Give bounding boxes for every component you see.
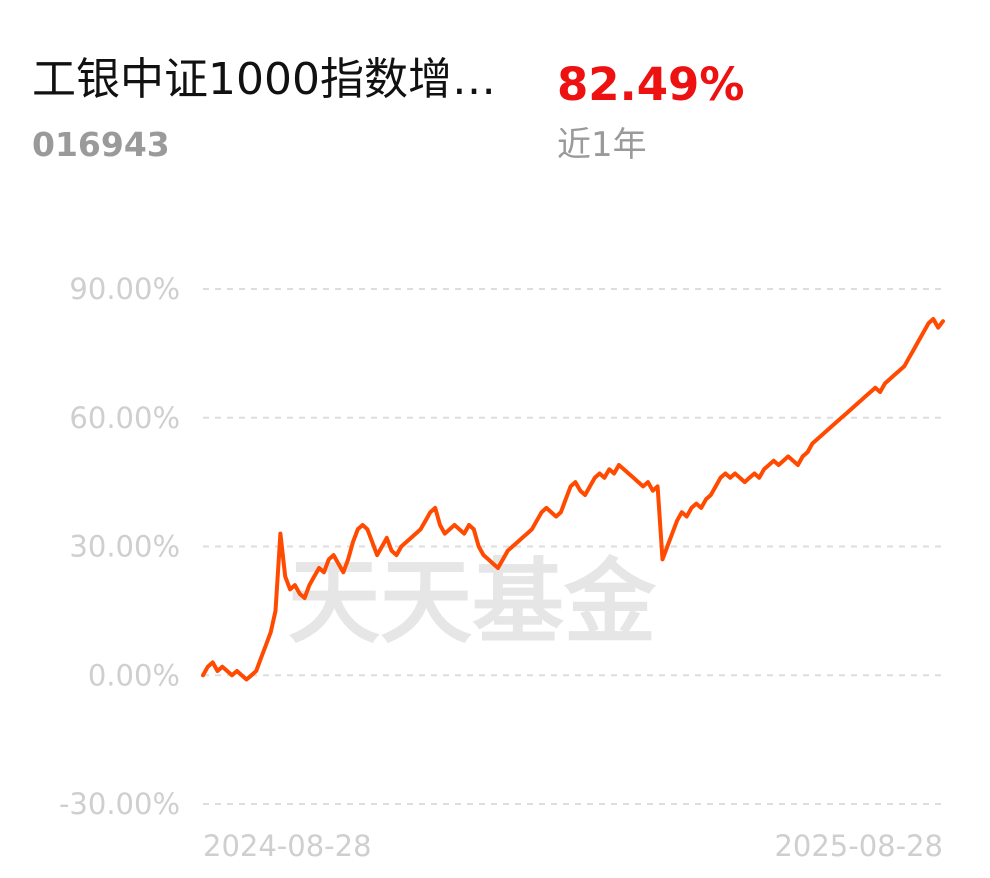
y-axis-ticks: 90.00% 60.00% 30.00% 0.00% -30.00% (59, 272, 180, 821)
x-tick-label: 2025-08-28 (774, 829, 943, 863)
series-line (201, 317, 945, 682)
return-value: 82.49% (557, 58, 745, 111)
watermark: 天天基金 (288, 549, 657, 656)
fund-code: 016943 (32, 125, 170, 164)
y-tick-label: -30.00% (59, 787, 180, 821)
y-tick-label: 0.00% (88, 658, 180, 692)
x-axis-ticks: 2024-08-28 2025-08-28 (203, 829, 943, 863)
y-tick-label: 60.00% (69, 401, 180, 435)
y-tick-label: 30.00% (69, 530, 180, 564)
series-group (201, 317, 945, 682)
return-period: 近1年 (557, 125, 647, 165)
fund-name: 工银中证1000指数增… (32, 54, 496, 105)
x-tick-label: 2024-08-28 (203, 829, 372, 863)
y-tick-label: 90.00% (69, 272, 180, 306)
grid (203, 288, 943, 805)
